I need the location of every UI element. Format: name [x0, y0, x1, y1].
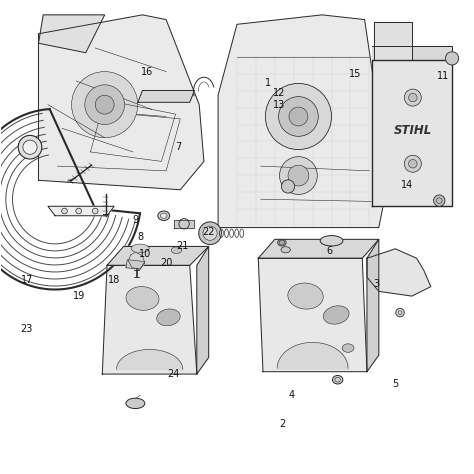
Text: 21: 21	[176, 241, 189, 251]
Circle shape	[85, 85, 125, 125]
Circle shape	[404, 89, 421, 106]
Circle shape	[434, 195, 445, 206]
Text: 17: 17	[20, 274, 33, 284]
Polygon shape	[367, 249, 431, 296]
Ellipse shape	[281, 246, 291, 253]
Text: 19: 19	[73, 291, 85, 301]
Polygon shape	[197, 246, 209, 374]
Polygon shape	[107, 246, 209, 265]
Ellipse shape	[342, 344, 354, 352]
Circle shape	[72, 72, 138, 138]
Polygon shape	[367, 239, 379, 372]
Text: 11: 11	[437, 71, 449, 82]
Text: 2: 2	[279, 419, 285, 428]
Text: 5: 5	[392, 379, 399, 389]
Circle shape	[289, 107, 308, 126]
Circle shape	[23, 140, 37, 155]
Ellipse shape	[160, 213, 167, 219]
Ellipse shape	[396, 309, 404, 317]
Circle shape	[76, 208, 82, 214]
Circle shape	[409, 159, 417, 168]
Polygon shape	[126, 260, 145, 269]
Polygon shape	[102, 265, 197, 374]
Text: STIHL: STIHL	[394, 124, 432, 137]
Circle shape	[62, 208, 67, 214]
Text: 24: 24	[167, 369, 179, 379]
Circle shape	[92, 208, 98, 214]
Polygon shape	[38, 15, 204, 190]
Polygon shape	[372, 46, 452, 60]
Text: 4: 4	[288, 390, 294, 401]
Text: 1: 1	[264, 78, 271, 89]
Circle shape	[279, 97, 318, 137]
Circle shape	[446, 52, 459, 65]
Polygon shape	[173, 219, 194, 228]
Ellipse shape	[179, 219, 189, 229]
Text: 23: 23	[20, 324, 33, 334]
Ellipse shape	[126, 287, 159, 310]
Text: 13: 13	[273, 100, 286, 109]
Polygon shape	[372, 60, 452, 206]
Circle shape	[199, 222, 221, 245]
Polygon shape	[128, 252, 145, 269]
Polygon shape	[48, 206, 114, 216]
Ellipse shape	[320, 236, 343, 246]
Text: 10: 10	[139, 248, 151, 258]
Ellipse shape	[158, 211, 170, 220]
Polygon shape	[258, 258, 367, 372]
Circle shape	[18, 136, 42, 159]
Circle shape	[409, 93, 417, 102]
Text: 14: 14	[401, 180, 413, 190]
Ellipse shape	[131, 244, 149, 253]
Text: 16: 16	[141, 66, 153, 77]
Polygon shape	[138, 91, 194, 102]
Ellipse shape	[288, 283, 323, 309]
Ellipse shape	[323, 306, 349, 324]
Ellipse shape	[126, 398, 145, 409]
Ellipse shape	[157, 309, 180, 326]
Text: 12: 12	[273, 88, 286, 98]
Polygon shape	[374, 22, 412, 60]
Polygon shape	[38, 15, 105, 53]
Circle shape	[288, 165, 309, 186]
Ellipse shape	[278, 239, 286, 246]
Text: 9: 9	[132, 216, 138, 226]
Polygon shape	[258, 239, 379, 258]
Ellipse shape	[171, 247, 182, 254]
Circle shape	[280, 156, 318, 194]
Text: 22: 22	[202, 227, 215, 237]
Text: 7: 7	[175, 142, 181, 152]
Text: 8: 8	[137, 232, 143, 242]
Circle shape	[282, 180, 295, 193]
Circle shape	[404, 155, 421, 172]
Ellipse shape	[332, 375, 343, 384]
Ellipse shape	[279, 240, 285, 245]
Text: 20: 20	[160, 258, 172, 268]
Text: 6: 6	[326, 246, 332, 256]
Text: 3: 3	[374, 279, 380, 289]
Circle shape	[265, 83, 331, 150]
Text: 15: 15	[349, 69, 361, 79]
Text: 18: 18	[108, 274, 120, 284]
Circle shape	[203, 226, 217, 240]
Circle shape	[95, 95, 114, 114]
Polygon shape	[218, 15, 388, 228]
